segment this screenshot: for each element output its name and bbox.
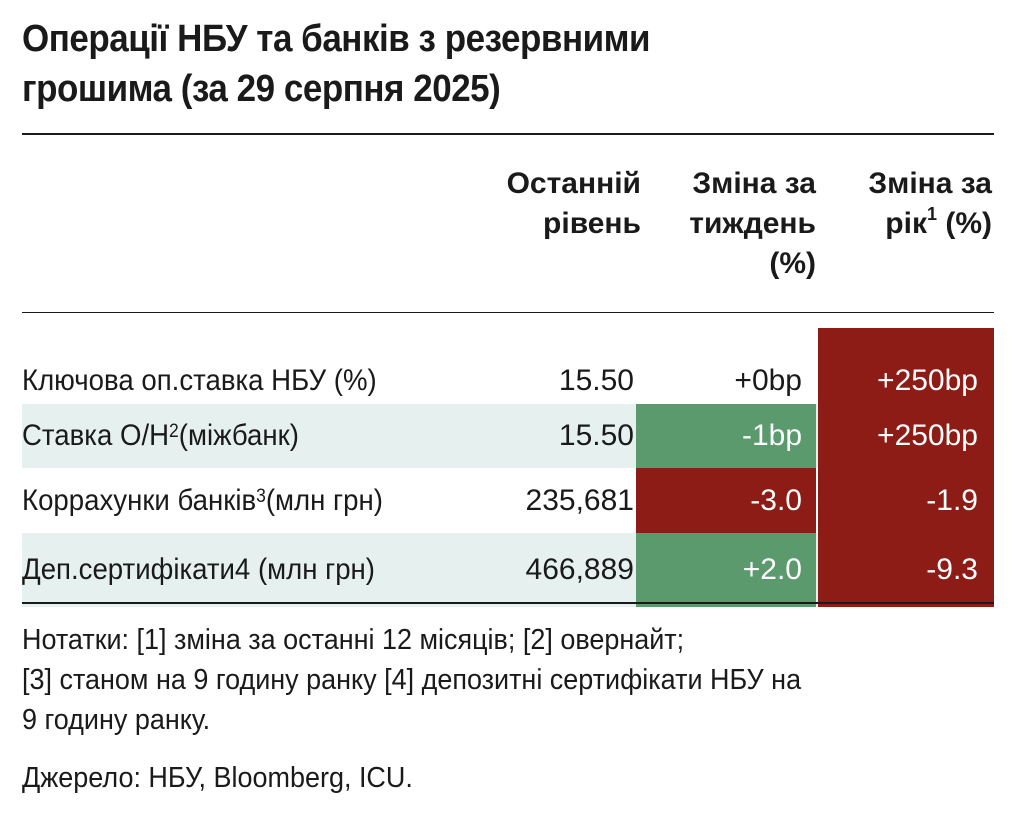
footnote-line-2: [3] станом на 9 годину ранку [4] депозит…: [22, 664, 802, 696]
cell-last-level: 466,889: [525, 553, 634, 586]
table-row: Ставка О/Н 2 (міжбанк) 15.50 -1bp +250bp: [22, 404, 994, 468]
header-week-change: Зміна за тиждень (%): [689, 164, 816, 284]
header-last-line-2: рівень: [543, 207, 641, 240]
cell-last-level: 15.50: [558, 419, 634, 452]
header-year-word: рік: [885, 207, 927, 240]
cell-year-change: +250bp: [818, 404, 994, 468]
data-table: Ключова оп.ставка НБУ (%) 15.50 +0bp +25…: [22, 328, 994, 607]
header-year-footnote: 1: [926, 204, 937, 224]
title-line-2: грошима (за 29 серпня 2025): [22, 68, 501, 110]
header-last-level: Останній рівень: [507, 164, 641, 244]
title-line-1: Операції НБУ та банків з резервними: [22, 18, 651, 60]
row-label: Ключова оп.ставка НБУ (%): [22, 328, 377, 404]
cell-week-change: +0bp: [734, 364, 802, 397]
report-card: Операції НБУ та банків з резервними грош…: [22, 14, 994, 794]
header-week-line-1: Зміна за: [692, 167, 816, 200]
header-week-line-2: тиждень: [689, 207, 816, 240]
cell-year-change: +250bp: [818, 328, 994, 404]
bottom-divider: [22, 602, 994, 604]
row-label: Деп.сертифікати4 (млн грн): [22, 533, 375, 607]
footnote-line-1: Нотатки: [1] зміна за останні 12 місяців…: [22, 624, 685, 656]
cell-last-level: 235,681: [525, 483, 634, 517]
row-label-suffix: (млн грн): [265, 483, 383, 517]
cell-week-change: +2.0: [636, 533, 816, 607]
row-label-suffix: (міжбанк): [178, 419, 299, 452]
cell-year-change: -9.3: [818, 533, 994, 607]
header-divider: [22, 312, 994, 313]
cell-last-level: 15.50: [558, 364, 634, 397]
row-label: Корраxунки банків 3 (млн грн): [22, 483, 383, 517]
top-divider: [22, 133, 994, 135]
page-title: Операції НБУ та банків з резервними грош…: [22, 14, 994, 114]
cell-week-change: -3.0: [636, 468, 816, 533]
row-label: Ставка О/Н 2 (міжбанк): [22, 419, 299, 452]
row-label-text: Деп.сертифікати4 (млн грн): [22, 553, 375, 586]
footnote-line-3: 9 годину ранку.: [22, 704, 211, 736]
header-year-unit: (%): [937, 207, 992, 240]
table-row: Деп.сертифікати4 (млн грн) 466,889 +2.0 …: [22, 533, 994, 607]
table-header: Останній рівень Зміна за тиждень (%) Змі…: [22, 164, 994, 314]
header-year-line-1: Зміна за: [868, 167, 992, 200]
row-label-text: Корраxунки банків: [22, 483, 257, 517]
header-year-change: Зміна за рік1 (%): [868, 164, 992, 244]
row-label-text: Ставка О/Н: [22, 419, 170, 452]
header-week-line-3: (%): [769, 247, 816, 280]
cell-year-change: -1.9: [818, 468, 994, 533]
source-note: Джерело: НБУ, Bloomberg, ICU.: [22, 762, 413, 794]
table-row: Ключова оп.ставка НБУ (%) 15.50 +0bp +25…: [22, 328, 994, 404]
header-last-line-1: Останній: [506, 167, 641, 200]
row-label-text: Ключова оп.ставка НБУ (%): [22, 364, 377, 397]
cell-week-change: -1bp: [636, 404, 816, 468]
table-row: Корраxунки банків 3 (млн грн) 235,681 -3.…: [22, 468, 994, 533]
header-year-line-2: рік1 (%): [868, 204, 992, 244]
footnotes: Нотатки: [1] зміна за останні 12 місяців…: [22, 620, 933, 740]
